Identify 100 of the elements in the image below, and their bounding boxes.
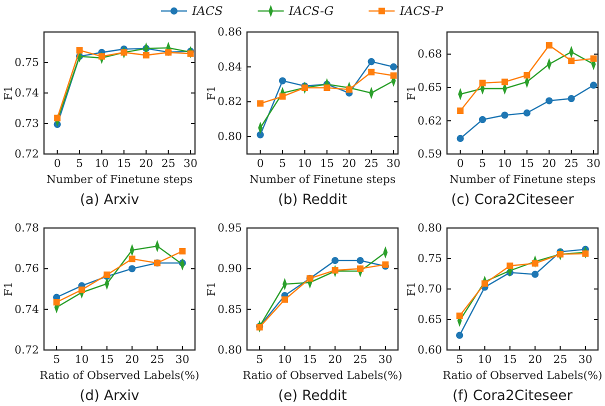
x-tick-label: 20 <box>139 156 154 170</box>
x-tick-label: 30 <box>184 156 198 170</box>
legend-label: IACS-P <box>398 4 444 18</box>
y-tick-label: 0.80 <box>218 344 242 357</box>
point <box>278 77 286 84</box>
y-tick-label: 0.72 <box>14 344 39 357</box>
point <box>501 78 508 86</box>
point <box>120 49 128 56</box>
text: (f) Cora2Citeseer <box>452 388 573 404</box>
point <box>368 58 375 66</box>
x-tick-label: 5 <box>456 352 464 366</box>
point <box>128 256 136 262</box>
point <box>356 256 364 264</box>
x-tick-label: 20 <box>342 156 356 170</box>
legend-label: IACS-G <box>288 4 334 18</box>
point <box>479 80 486 86</box>
x-tick-label: 20 <box>542 156 556 170</box>
point <box>456 134 464 142</box>
point <box>456 312 463 320</box>
point <box>478 116 486 124</box>
point <box>142 52 150 58</box>
x-tick-label: 15 <box>320 156 334 170</box>
x-tick-label: 5 <box>479 156 486 170</box>
y-tick-label: 0.95 <box>218 222 242 235</box>
y-axis-title: F1 <box>205 282 218 296</box>
point <box>568 94 575 102</box>
y-tick-label: 0.75 <box>14 56 39 70</box>
y-tick-label: 0.75 <box>418 252 442 266</box>
point <box>76 47 83 54</box>
y-tick-label: 0.65 <box>418 80 442 94</box>
text: (b) Reddit <box>278 192 348 208</box>
point <box>256 131 264 138</box>
x-tick-label: 10 <box>298 156 312 170</box>
point <box>590 55 597 62</box>
text: (a) Arxiv <box>80 192 140 208</box>
point <box>523 109 531 117</box>
y-axis-title: F1 <box>405 86 418 100</box>
x-tick-label: 25 <box>553 352 568 366</box>
x-axis-title: Number of Finetune steps <box>249 173 396 186</box>
point <box>590 82 598 89</box>
point <box>324 84 330 92</box>
y-tick-label: 0.59 <box>418 148 442 161</box>
point <box>482 280 488 287</box>
point <box>98 53 105 60</box>
y-tick-label: 0.60 <box>418 344 442 357</box>
x-tick-label: 30 <box>175 352 190 366</box>
point <box>582 250 589 257</box>
x-tick-label: 15 <box>116 156 131 170</box>
y-tick-label: 0.74 <box>14 86 39 100</box>
point <box>390 72 397 79</box>
y-tick-label: 0.86 <box>218 26 242 39</box>
x-tick-label: 0 <box>456 156 464 170</box>
point <box>390 63 398 70</box>
point <box>457 108 464 114</box>
point <box>524 72 530 78</box>
x-axis-title: Number of Finetune steps <box>449 173 596 186</box>
x-tick-label: 25 <box>364 156 378 170</box>
x-tick-label: 10 <box>278 352 292 366</box>
x-tick-label: 10 <box>478 352 492 366</box>
point <box>546 97 553 104</box>
point <box>53 298 60 306</box>
point <box>78 286 85 294</box>
y-axis-title: F1 <box>205 86 218 100</box>
text: (c) Cora2Citeseer <box>451 192 574 208</box>
y-tick-label: 0.80 <box>218 130 242 144</box>
point <box>357 265 364 272</box>
x-tick-label: 30 <box>578 352 592 366</box>
x-tick-label: 25 <box>161 156 176 170</box>
point <box>546 42 552 49</box>
point <box>54 114 61 122</box>
y-axis-title: F1 <box>405 282 418 296</box>
point <box>332 267 338 274</box>
x-tick-label: 5 <box>76 156 84 170</box>
x-tick-label: 25 <box>353 352 368 366</box>
x-tick-label: 10 <box>94 156 109 170</box>
x-tick-label: 15 <box>302 352 317 366</box>
y-axis-title: F1 <box>2 86 15 100</box>
point <box>557 250 564 258</box>
y-tick-label: 0.70 <box>418 282 442 296</box>
point <box>257 100 264 107</box>
y-tick-label: 0.65 <box>418 313 442 326</box>
x-tick-label: 5 <box>53 352 60 366</box>
x-tick-label: 20 <box>528 352 542 366</box>
y-tick-label: 0.76 <box>14 262 39 276</box>
x-tick-label: 30 <box>386 156 401 170</box>
point <box>506 262 514 270</box>
x-axis-title: Ratio of Observed Labels(%) <box>40 369 200 382</box>
x-tick-label: 30 <box>586 156 601 170</box>
y-tick-label: 0.68 <box>418 48 442 61</box>
point <box>128 265 136 272</box>
y-tick-label: 0.85 <box>218 302 242 316</box>
x-tick-label: 25 <box>150 352 164 366</box>
y-tick-label: 0.78 <box>14 222 39 235</box>
x-tick-label: 15 <box>502 352 517 366</box>
y-tick-label: 0.73 <box>14 117 39 130</box>
y-axis-title: F1 <box>2 282 15 296</box>
point <box>332 256 339 264</box>
x-axis-title: Number of Finetune steps <box>46 173 193 186</box>
text: (e) Reddit <box>278 388 348 404</box>
point <box>179 248 186 254</box>
